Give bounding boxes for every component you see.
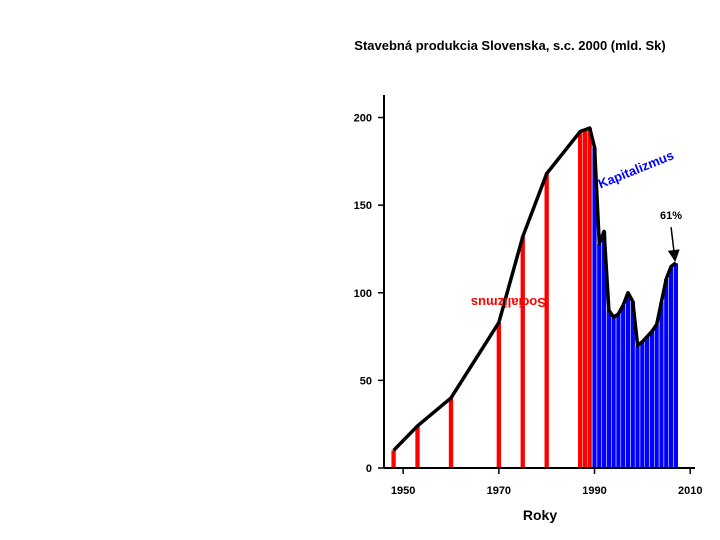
x-tick-label: 1970 [487,485,511,497]
annotation-capitalism: Kapitalizmus [596,147,676,191]
x-axis-label: Roky [523,507,557,523]
bar-capitalism [673,262,679,469]
bar-capitalism [639,341,646,469]
y-ticks: 0 50 100 150 200 [354,113,384,475]
bar-socialism [391,450,396,468]
bar-capitalism [654,324,660,469]
bar-capitalism [644,336,650,469]
x-tick-label: 1950 [391,485,415,497]
bar-capitalism [611,317,617,469]
y-tick-label: 150 [354,200,372,212]
bar-capitalism [606,310,612,469]
bar-socialism [496,322,501,468]
chart-title: Stavebná produkcia Slovenska, s.c. 2000 … [354,38,665,53]
x-ticks: 1950 1970 1990 2010 [391,468,702,497]
series-line [392,126,677,452]
annotation-percent: 61% [660,210,682,222]
bar-capitalism [658,301,665,469]
x-tick-label: 1990 [582,485,606,497]
y-tick-label: 100 [354,288,372,300]
bar-capitalism [668,266,674,469]
annotation-socialism: Socializmus [471,295,546,310]
y-tick-label: 50 [360,375,372,387]
axes [383,95,695,469]
bar-socialism [544,173,549,468]
bar-socialism [448,397,454,468]
bar-capitalism [596,243,602,469]
bar-capitalism [663,278,669,469]
bar-capitalism [620,304,626,469]
bar-capitalism [625,292,631,469]
series-line-group [392,126,677,452]
x-tick-label: 2010 [678,485,702,497]
bar-capitalism [615,313,622,469]
bar-socialism [582,129,588,469]
y-tick-label: 0 [366,463,372,475]
annotations: Socializmus Kapitalizmus 61% [471,147,682,310]
bar-socialism [520,236,525,468]
y-tick-label: 200 [354,113,372,125]
bar-capitalism [634,345,641,469]
bar-socialism [587,128,592,469]
bar-socialism [578,131,583,469]
bar-socialism [415,425,420,468]
bar-capitalism [649,331,655,469]
annotation-arrow [667,227,680,262]
